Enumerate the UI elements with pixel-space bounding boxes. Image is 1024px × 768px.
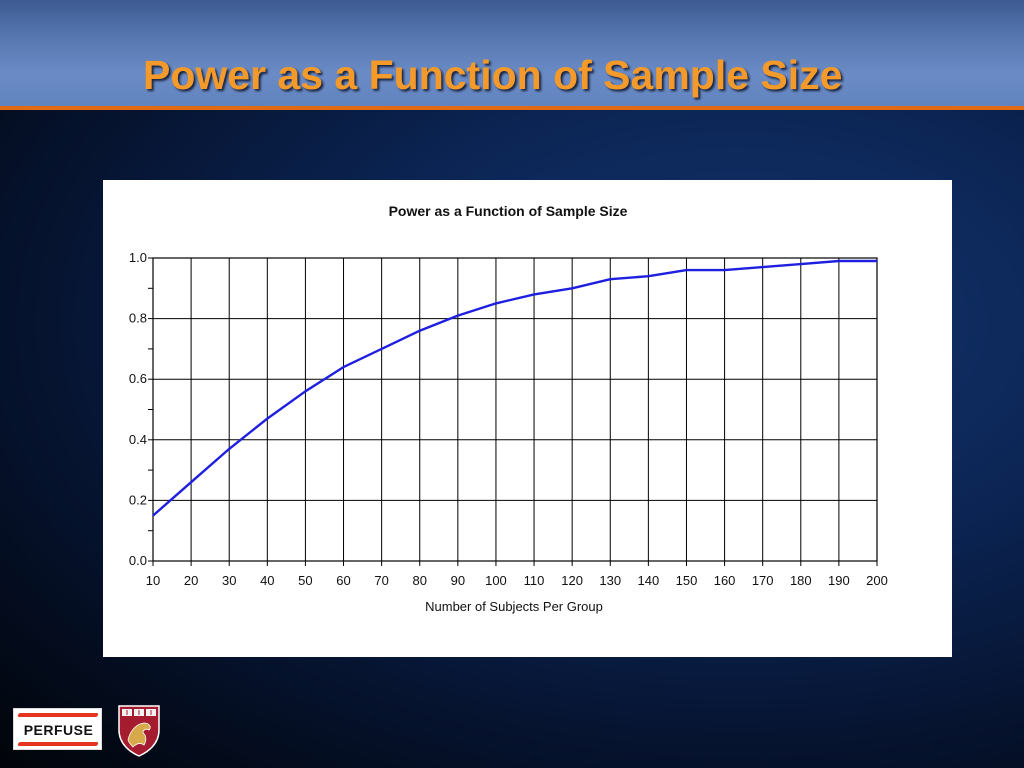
x-tick-label: 110 xyxy=(524,573,545,588)
data-point xyxy=(380,348,383,350)
data-point xyxy=(876,260,878,262)
data-point xyxy=(304,390,307,393)
data-point xyxy=(533,293,535,296)
power-chart: Power as a Function of Sample Size 0.00.… xyxy=(129,203,888,614)
x-tick-label: 180 xyxy=(790,573,812,588)
y-tick-label: 1.0 xyxy=(129,250,147,265)
y-axis-ticks: 0.0 0.2 0.4 0.6 0.8 1.0 xyxy=(129,250,153,568)
perfuse-logo-text: PERFUSE xyxy=(23,722,94,738)
y-minor-ticks xyxy=(148,287,153,532)
x-tick-label: 70 xyxy=(374,573,388,588)
chart-grid xyxy=(152,257,878,562)
data-point xyxy=(266,417,269,420)
x-tick-label: 160 xyxy=(714,573,736,588)
x-tick-label: 140 xyxy=(638,573,660,588)
chart-title: Power as a Function of Sample Size xyxy=(389,203,628,219)
slide-title: Power as a Function of Sample Size xyxy=(143,52,843,98)
y-tick-label: 0.0 xyxy=(129,553,147,568)
x-tick-label: 60 xyxy=(336,573,350,588)
x-tick-label: 170 xyxy=(752,573,774,588)
perfuse-logo-icon: PERFUSE xyxy=(13,708,102,750)
x-tick-label: 20 xyxy=(184,573,198,588)
power-curve-line xyxy=(152,259,877,517)
x-axis-label: Number of Subjects Per Group xyxy=(425,599,603,614)
y-tick-label: 0.8 xyxy=(129,311,147,326)
data-point xyxy=(838,260,840,262)
x-axis-ticks: 10 20 30 40 50 60 70 80 90 100 110 120 130 140 150 160 1… xyxy=(146,561,888,588)
x-tick-label: 50 xyxy=(298,573,312,588)
data-point xyxy=(418,329,421,332)
x-tick-label: 90 xyxy=(451,573,465,588)
title-bar: Power as a Function of Sample Size xyxy=(0,0,1024,110)
data-point xyxy=(190,481,192,484)
y-tick-label: 0.4 xyxy=(129,432,147,447)
data-point xyxy=(799,263,802,265)
data-point xyxy=(761,266,764,268)
x-tick-label: 100 xyxy=(485,573,507,588)
data-point xyxy=(152,514,154,517)
y-tick-label: 0.6 xyxy=(129,371,147,386)
data-point xyxy=(457,314,459,317)
x-tick-label: 10 xyxy=(146,573,160,588)
data-point xyxy=(342,366,345,368)
logo-swoosh-top xyxy=(17,713,99,717)
plot-area xyxy=(152,257,878,562)
x-tick-label: 120 xyxy=(561,573,583,588)
x-tick-label: 200 xyxy=(866,573,888,588)
data-point xyxy=(723,269,726,271)
data-point xyxy=(647,275,650,277)
data-point xyxy=(685,269,688,271)
y-tick-label: 0.2 xyxy=(129,492,147,507)
x-tick-label: 40 xyxy=(260,573,274,588)
power-curve xyxy=(152,259,878,517)
data-point xyxy=(228,448,231,450)
x-tick-label: 130 xyxy=(599,573,621,588)
data-point xyxy=(609,278,612,281)
data-point xyxy=(571,287,573,290)
logo-swoosh-bottom xyxy=(17,742,99,746)
harvard-shield-icon xyxy=(118,705,160,757)
x-tick-label: 190 xyxy=(828,573,850,588)
x-tick-label: 80 xyxy=(413,573,427,588)
x-tick-label: 150 xyxy=(676,573,698,588)
x-tick-label: 30 xyxy=(222,573,236,588)
chart-panel: Power as a Function of Sample Size 0.0 0.… xyxy=(103,180,952,657)
data-point xyxy=(495,302,497,305)
